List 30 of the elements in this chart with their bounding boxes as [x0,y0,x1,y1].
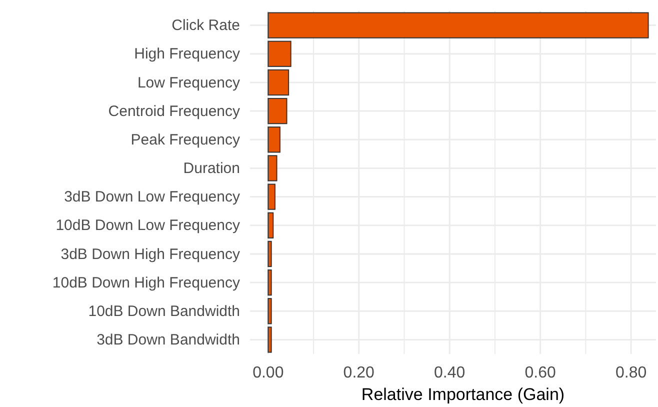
bar [268,69,290,96]
y-tick-label: 3dB Down Bandwidth [96,332,240,349]
y-tick-label: 10dB Down Low Frequency [56,217,240,234]
bar [268,12,649,38]
y-tick-label: High Frequency [134,46,240,63]
bar [268,98,288,124]
bar [268,155,278,182]
y-tick-label: Click Rate [172,17,240,34]
x-tick-label: 0.00 [252,364,284,382]
bar [268,298,272,324]
y-tick-label: 10dB Down Bandwidth [88,302,240,320]
x-axis-title: Relative Importance (Gain) [361,385,565,404]
bar [268,212,274,238]
x-tick-label: 0.80 [615,364,647,382]
bar [268,40,292,67]
x-tick-label: 0.20 [343,364,375,382]
y-tick-label: 3dB Down High Frequency [60,246,240,263]
bar [268,240,272,268]
bar [268,126,280,153]
y-tick-label: 3dB Down Low Frequency [64,188,240,206]
x-tick-label: 0.40 [434,364,466,382]
x-tick-label: 0.60 [524,364,556,382]
y-tick-label: Peak Frequency [130,131,240,148]
y-tick-label: Low Frequency [137,74,240,92]
bar [268,269,272,296]
y-tick-label: 10dB Down High Frequency [52,274,240,292]
y-tick-label: Duration [183,160,240,178]
bar [268,184,276,210]
bar [268,326,272,353]
y-tick-label: Centroid Frequency [108,102,240,120]
